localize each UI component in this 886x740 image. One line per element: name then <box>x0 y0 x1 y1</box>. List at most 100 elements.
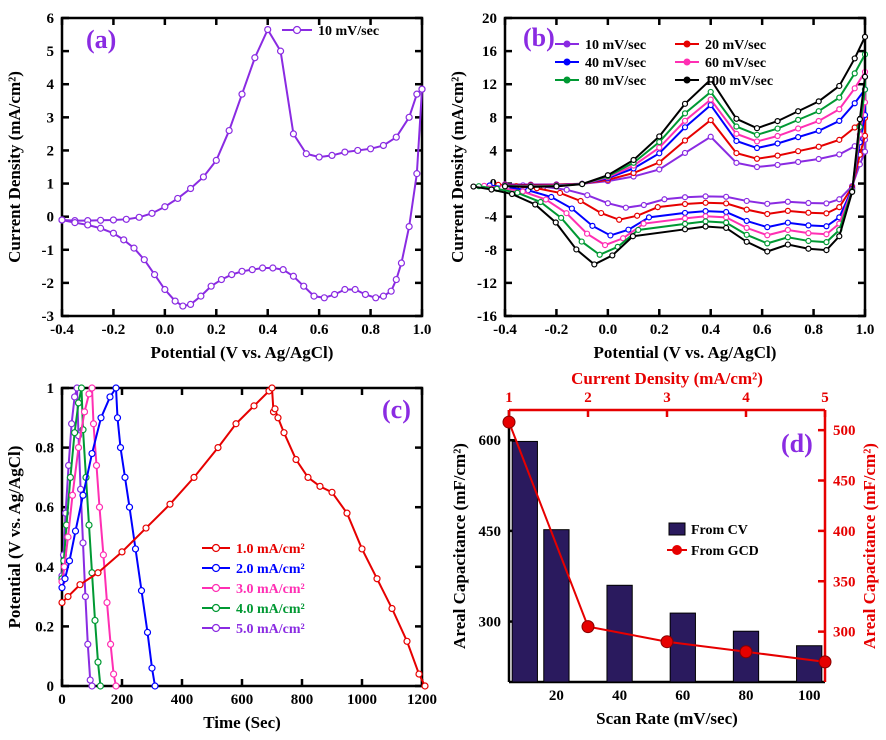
svg-text:2: 2 <box>584 390 592 406</box>
svg-text:500: 500 <box>833 423 856 439</box>
panel-tag: (b) <box>523 23 555 52</box>
svg-text:3: 3 <box>663 390 671 406</box>
svg-text:Scan Rate (mV/sec): Scan Rate (mV/sec) <box>596 709 738 728</box>
bar <box>512 441 537 682</box>
panel-tag: (d) <box>781 429 813 458</box>
svg-text:200: 200 <box>111 692 134 708</box>
svg-text:600: 600 <box>479 433 502 449</box>
svg-text:Time (Sec): Time (Sec) <box>203 713 281 732</box>
svg-text:0.8: 0.8 <box>804 322 823 338</box>
svg-text:1: 1 <box>47 381 55 397</box>
svg-text:Potential (V vs. Ag/AgCl): Potential (V vs. Ag/AgCl) <box>151 343 334 362</box>
svg-text:300: 300 <box>479 615 502 631</box>
bar <box>670 613 695 682</box>
svg-text:0: 0 <box>47 679 55 695</box>
line-marker <box>661 636 673 648</box>
svg-text:6: 6 <box>47 11 55 27</box>
svg-text:0.6: 0.6 <box>310 322 329 338</box>
svg-text:Potential (V vs. Ag/AgCl): Potential (V vs. Ag/AgCl) <box>594 343 777 362</box>
svg-text:40: 40 <box>612 688 627 704</box>
svg-text:600: 600 <box>231 692 254 708</box>
legend-entry: From CV <box>691 523 748 538</box>
line-marker <box>503 416 515 428</box>
svg-text:450: 450 <box>479 524 502 540</box>
svg-text:4: 4 <box>742 390 750 406</box>
svg-text:2: 2 <box>47 143 55 159</box>
svg-text:16: 16 <box>482 44 498 60</box>
bar <box>544 530 569 682</box>
svg-text:300: 300 <box>833 625 856 641</box>
svg-text:1: 1 <box>505 390 513 406</box>
svg-text:5: 5 <box>47 44 55 60</box>
svg-text:Potential (V vs. Ag/AgCl): Potential (V vs. Ag/AgCl) <box>5 446 24 629</box>
svg-text:Areal Capacitance (mF/cm²): Areal Capacitance (mF/cm²) <box>860 443 879 649</box>
legend-entry: From GCD <box>691 544 759 559</box>
svg-text:4: 4 <box>47 77 55 93</box>
svg-text:Current Density (mA/cm²): Current Density (mA/cm²) <box>5 71 24 263</box>
svg-text:1000: 1000 <box>347 692 377 708</box>
svg-text:-1: -1 <box>42 243 55 259</box>
svg-text:1.0: 1.0 <box>413 322 432 338</box>
svg-text:80: 80 <box>739 688 754 704</box>
svg-text:-3: -3 <box>42 309 55 325</box>
svg-text:1.0: 1.0 <box>856 322 875 338</box>
panel-tag: (a) <box>86 25 116 54</box>
svg-text:-4: -4 <box>485 210 498 226</box>
svg-text:3: 3 <box>47 110 55 126</box>
legend-entry: 4.0 mA/cm² <box>236 602 305 617</box>
svg-text:0: 0 <box>58 692 66 708</box>
legend-entry: 10 mV/sec <box>585 38 646 53</box>
svg-text:12: 12 <box>482 77 497 93</box>
svg-text:Current Density (mA/cm²): Current Density (mA/cm²) <box>448 71 467 263</box>
panel-tag: (c) <box>382 395 411 424</box>
svg-text:20: 20 <box>549 688 564 704</box>
legend-entry: 100 mV/sec <box>705 74 773 89</box>
svg-text:0: 0 <box>47 210 55 226</box>
svg-text:0.2: 0.2 <box>35 619 54 635</box>
svg-text:20: 20 <box>482 11 497 27</box>
svg-text:-2: -2 <box>42 276 55 292</box>
legend-entry: 40 mV/sec <box>585 56 646 71</box>
svg-text:800: 800 <box>291 692 314 708</box>
line-marker <box>582 621 594 633</box>
legend-entry: 3.0 mA/cm² <box>236 582 305 597</box>
svg-text:0.4: 0.4 <box>701 322 720 338</box>
line-marker <box>819 656 831 668</box>
svg-text:0.8: 0.8 <box>361 322 380 338</box>
svg-text:0.0: 0.0 <box>598 322 617 338</box>
svg-text:60: 60 <box>675 688 690 704</box>
legend-entry: 10 mV/sec <box>318 24 379 39</box>
svg-text:8: 8 <box>490 110 498 126</box>
panel-c-gcd: 0 200 400 600 800 1000 1200 0 0.2 0.4 0.6 0.8 1 Time … <box>0 370 443 740</box>
svg-text:0.4: 0.4 <box>258 322 277 338</box>
svg-text:0.2: 0.2 <box>650 322 669 338</box>
svg-text:Current Density (mA/cm²): Current Density (mA/cm²) <box>571 370 763 388</box>
legend-entry: 80 mV/sec <box>585 74 646 89</box>
legend-entry: 60 mV/sec <box>705 56 766 71</box>
svg-text:Areal Capacitance (mF/cm²): Areal Capacitance (mF/cm²) <box>450 443 469 649</box>
svg-text:350: 350 <box>833 574 856 590</box>
svg-text:400: 400 <box>171 692 194 708</box>
svg-text:-12: -12 <box>477 276 497 292</box>
svg-text:400: 400 <box>833 524 856 540</box>
svg-text:5: 5 <box>821 390 829 406</box>
svg-text:0.8: 0.8 <box>35 441 54 457</box>
svg-text:-16: -16 <box>477 309 497 325</box>
panel-d-capacitance: 2040608010030045060012345300350400450500… <box>443 370 886 740</box>
svg-text:0.2: 0.2 <box>207 322 226 338</box>
svg-text:0.6: 0.6 <box>35 500 54 516</box>
bar <box>797 646 822 682</box>
svg-text:1: 1 <box>47 177 55 193</box>
legend-entry: 20 mV/sec <box>705 38 766 53</box>
svg-text:-0.2: -0.2 <box>102 322 126 338</box>
line-marker <box>740 646 752 658</box>
svg-text:-8: -8 <box>485 243 498 259</box>
legend-entry: 1.0 mA/cm² <box>236 542 305 557</box>
legend-entry: 5.0 mA/cm² <box>236 622 305 637</box>
svg-text:0.4: 0.4 <box>35 560 54 576</box>
legend-entry: 2.0 mA/cm² <box>236 562 305 577</box>
svg-text:1200: 1200 <box>407 692 437 708</box>
svg-text:100: 100 <box>798 688 821 704</box>
svg-text:-0.2: -0.2 <box>545 322 569 338</box>
svg-text:4: 4 <box>490 143 498 159</box>
